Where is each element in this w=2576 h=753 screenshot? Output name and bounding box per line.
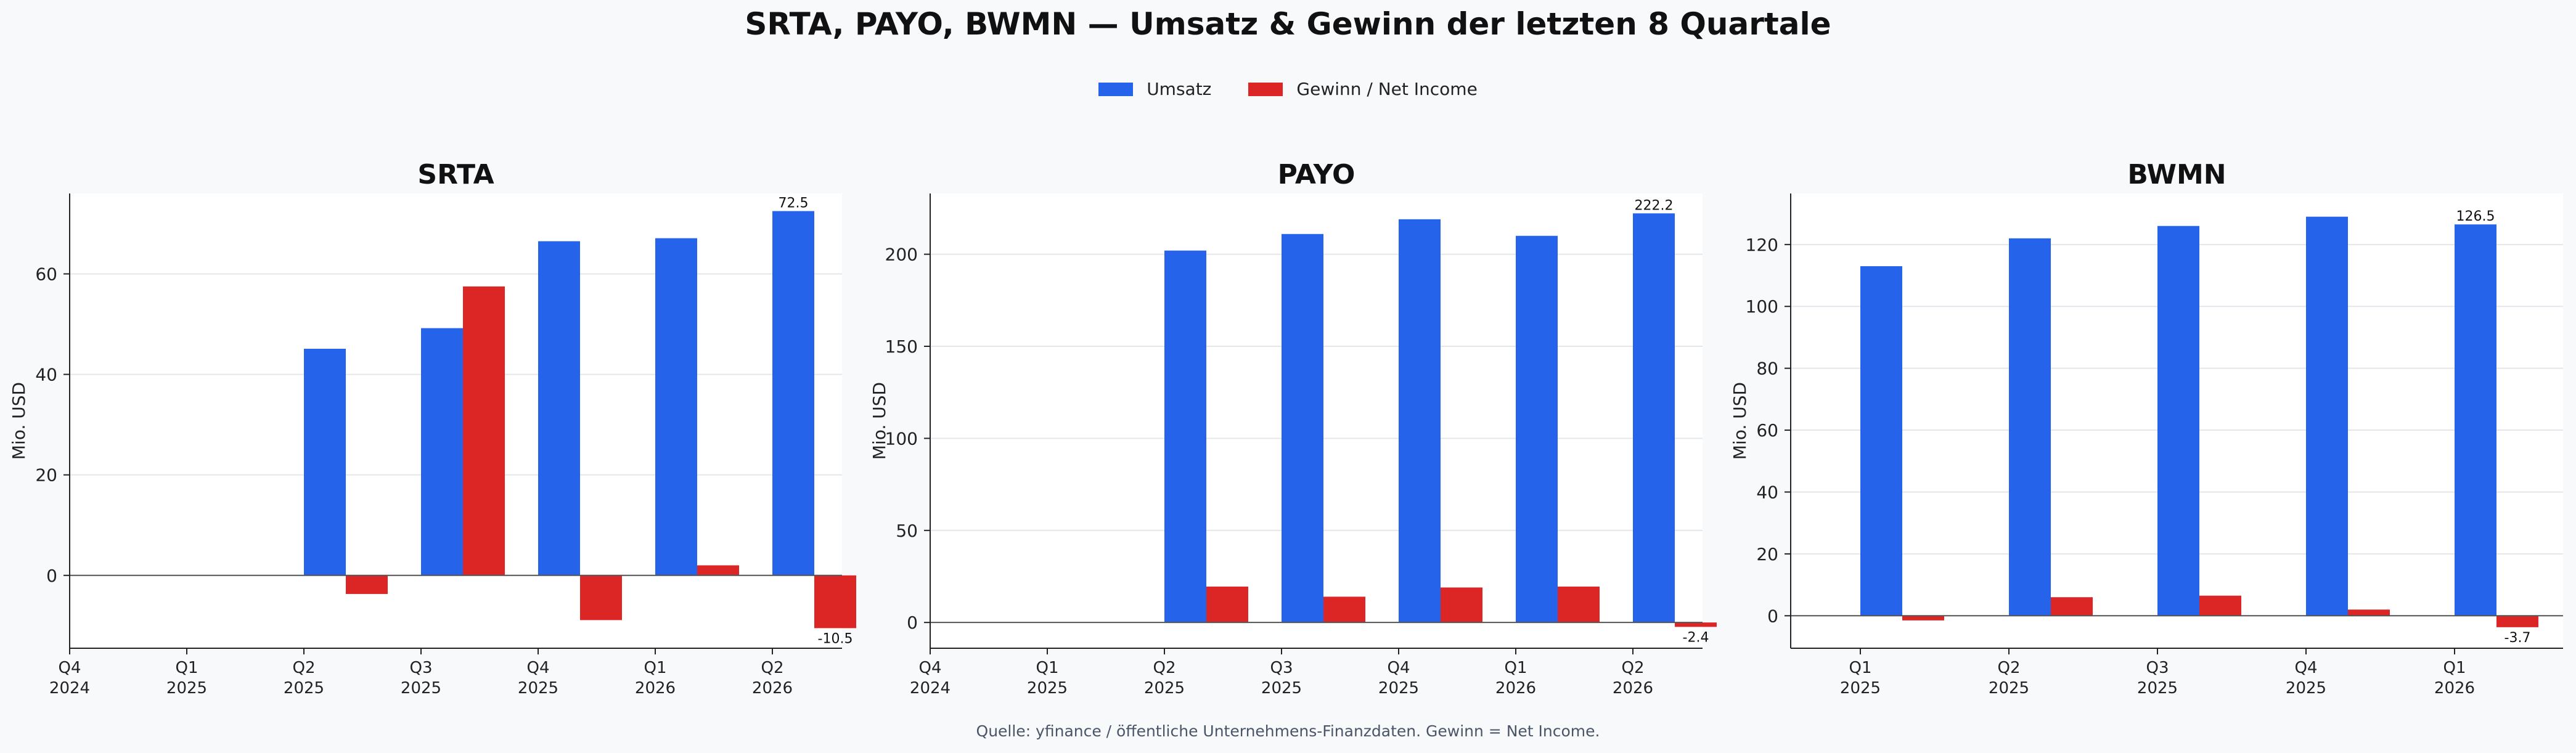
srta-bar-revenue-3 [421,328,463,576]
chart-payo: 0 50 100 150 200 Q4 2024 Q1 2025 Q2 2025 Q3 2025 Q4 20… [869,159,1717,698]
bwmn-bar-income-3 [2348,609,2390,616]
payo-bar-income-4 [1441,587,1482,623]
bwmn-ytick-label: 60 [1756,420,1778,441]
bwmn-xtick-label: Q3 2025 [2137,659,2178,698]
payo-ytick-label: 100 [885,428,918,449]
srta-bar-income-6 [814,575,856,629]
payo-xtick-label: Q3 2025 [1261,659,1302,698]
payo-bar-revenue-5 [1516,235,1558,623]
bwmn-bar-revenue-2 [2157,226,2199,616]
bwmn-bar-revenue-3 [2306,216,2348,616]
srta-ylabel: Mio. USD [9,382,29,460]
srta-xtick-label: Q1 2026 [635,659,676,698]
srta-bar-income-2 [346,575,388,594]
srta-chart-title: SRTA [417,159,494,190]
bwmn-bar-income-0 [1902,616,1944,621]
bwmn-ylabel: Mio. USD [1730,382,1750,460]
payo-bar-revenue-6 [1633,213,1675,623]
payo-xtick-label: Q2 2026 [1613,659,1653,698]
legend-label-revenue: Umsatz [1147,79,1212,99]
payo-bar-revenue-3 [1282,234,1323,623]
bwmn-ytick-label: 40 [1756,482,1778,502]
srta-bar-revenue-6 [772,211,814,576]
srta-xtick-label: Q3 2025 [401,659,441,698]
payo-data-label: -2.4 [1683,630,1709,645]
bwmn-chart-title: BWMN [2127,159,2226,190]
payo-bar-revenue-2 [1164,250,1206,623]
srta-data-label: -10.5 [818,631,853,646]
legend-label-income: Gewinn / Net Income [1296,79,1478,99]
legend-swatch-revenue [1098,82,1134,96]
bwmn-ytick-label: 20 [1756,544,1778,564]
srta-ytick-label: 40 [35,365,57,385]
srta-xtick-label: Q2 2026 [752,659,793,698]
payo-xtick-label: Q4 2025 [1378,659,1419,698]
bwmn-bar-revenue-0 [1860,266,1902,616]
bwmn-xtick-label: Q1 2026 [2434,659,2475,698]
bwmn-data-label: -3.7 [2504,630,2531,646]
figure-title: SRTA, PAYO, BWMN — Umsatz & Gewinn der l… [745,6,1831,42]
srta-data-label: 72.5 [779,196,809,211]
srta-xtick-label: Q2 2025 [284,659,324,698]
srta-ytick-label: 60 [35,264,57,284]
payo-bar-income-3 [1323,596,1365,623]
payo-ytick-label: 150 [885,336,918,357]
srta-bar-income-4 [580,575,622,621]
bwmn-xtick-label: Q1 2025 [1840,659,1881,698]
srta-bar-revenue-4 [538,241,580,576]
payo-bar-revenue-4 [1399,219,1441,623]
payo-bar-income-2 [1206,586,1248,623]
payo-xtick-label: Q2 2025 [1144,659,1185,698]
legend-item-revenue: Umsatz [1098,79,1211,99]
bwmn-bar-income-1 [2051,597,2093,616]
payo-data-label: 222.2 [1635,198,1674,213]
payo-xtick-label: Q4 2024 [910,659,951,698]
chart-bwmn: 0 20 40 60 80 100 120 Q1 2025 Q2 2025 Q3 2025 Q4 2025 Q… [1730,159,2563,698]
bwmn-ytick-label: 80 [1756,359,1778,379]
source-note: Quelle: yfinance / öffentliche Unternehm… [976,722,1600,740]
srta-ytick-label: 0 [46,566,57,586]
bwmn-bar-income-4 [2496,616,2538,627]
bwmn-bar-revenue-4 [2455,224,2496,616]
payo-bar-income-6 [1675,622,1717,627]
legend-swatch-income [1248,82,1283,96]
bwmn-ytick-label: 0 [1767,606,1778,626]
payo-bar-income-5 [1558,586,1600,623]
bwmn-xtick-label: Q2 2025 [1989,659,2029,698]
chart-srta: 0 20 40 60 Q4 2024 Q1 2025 Q2 2025 Q3 2025 Q4 2025 Q1 2… [9,159,856,698]
bwmn-bar-revenue-1 [2009,238,2051,616]
legend: Umsatz Gewinn / Net Income [0,79,2576,99]
payo-ytick-label: 0 [907,613,918,633]
bwmn-ytick-label: 100 [1746,296,1778,317]
srta-bar-revenue-2 [304,348,346,576]
bwmn-ytick-label: 120 [1746,235,1778,255]
legend-item-income: Gewinn / Net Income [1248,79,1478,99]
srta-bar-income-5 [697,565,739,576]
payo-xtick-label: Q1 2025 [1027,659,1068,698]
payo-ytick-label: 200 [885,245,918,265]
payo-xtick-label: Q1 2026 [1495,659,1536,698]
srta-xtick-label: Q1 2025 [166,659,207,698]
bwmn-data-label: 126.5 [2456,209,2495,224]
bwmn-bar-income-2 [2199,595,2241,616]
payo-chart-title: PAYO [1278,159,1355,190]
payo-ylabel: Mio. USD [869,382,889,460]
srta-xtick-label: Q4 2025 [518,659,558,698]
srta-xtick-label: Q4 2024 [49,659,90,698]
srta-ytick-label: 20 [35,465,57,486]
payo-ytick-label: 50 [896,521,918,541]
bwmn-xtick-label: Q4 2025 [2286,659,2326,698]
srta-bar-revenue-5 [655,238,697,576]
srta-bar-income-3 [463,286,505,576]
